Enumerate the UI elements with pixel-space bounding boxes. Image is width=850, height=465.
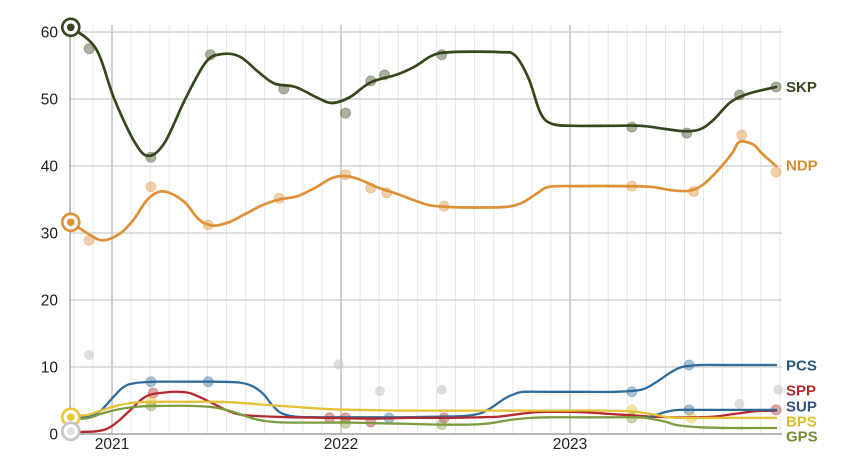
poll-point-skp (681, 127, 693, 139)
y-tick-label-30: 30 (41, 226, 59, 243)
poll-point-skp (340, 107, 352, 119)
series-line-spp (76, 390, 778, 434)
poll-point-other (374, 386, 385, 397)
series-label-sup: SUP (786, 399, 817, 416)
election-marker-dot-bps (66, 413, 75, 422)
poll-point-other (773, 384, 784, 395)
poll-point-other (436, 384, 447, 395)
y-tick-label-10: 10 (41, 360, 59, 377)
election-marker-dot-other (66, 427, 75, 436)
y-tick-label-40: 40 (41, 159, 59, 176)
y-tick-label-60: 60 (41, 25, 59, 42)
series-label-ndp: NDP (786, 157, 818, 174)
series-label-bps: BPS (786, 413, 817, 430)
election-marker-dot-skp (66, 23, 75, 32)
x-tick-label-2021: 2021 (95, 436, 129, 453)
y-tick-label-0: 0 (49, 427, 58, 444)
poll-point-ndp (736, 129, 748, 141)
y-tick-label-20: 20 (41, 293, 59, 310)
poll-point-other (84, 349, 95, 360)
poll-point-other (734, 398, 745, 409)
poll-point-skp (626, 121, 638, 133)
series-label-pcs: PCS (786, 358, 817, 375)
x-tick-label-2023: 2023 (553, 436, 587, 453)
election-marker-dot-ndp (66, 218, 75, 227)
poll-point-ndp (770, 166, 782, 178)
series-line-bps (69, 400, 778, 420)
poll-point-other (333, 359, 344, 370)
series-line-skp (69, 25, 778, 158)
series-label-spp: SPP (786, 382, 816, 399)
series-line-ndp (69, 140, 778, 242)
series-label-skp: SKP (786, 79, 817, 96)
series-label-gps: GPS (786, 429, 818, 446)
y-tick-label-50: 50 (41, 92, 59, 109)
x-tick-label-2022: 2022 (324, 436, 358, 453)
poll-point-ndp (145, 181, 157, 193)
poll-point-skp (83, 43, 95, 55)
series-line-gps (69, 404, 778, 430)
